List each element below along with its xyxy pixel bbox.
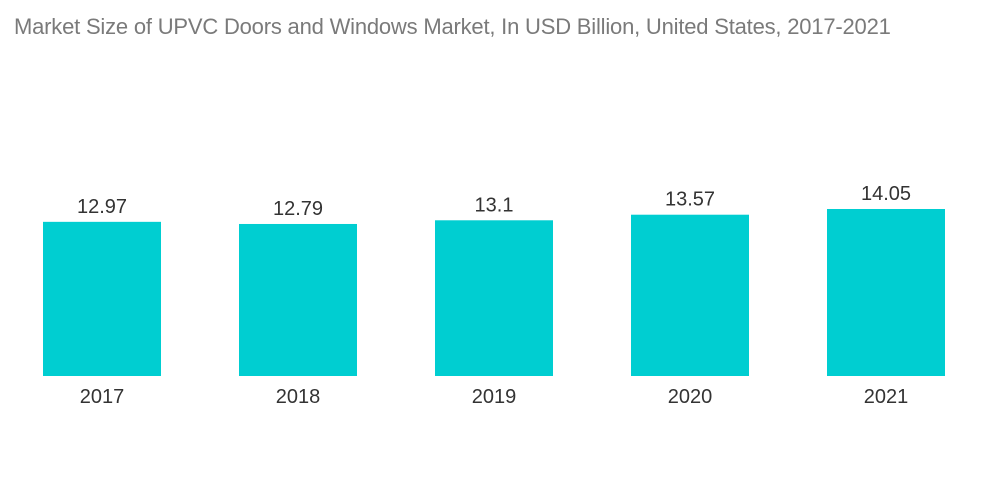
value-label-2021: 14.05 xyxy=(861,183,911,205)
bar-2017 xyxy=(43,221,161,376)
x-tick-label-2020: 2020 xyxy=(668,386,713,408)
chart-title: Market Size of UPVC Doors and Windows Ma… xyxy=(14,14,891,39)
x-tick-label-2018: 2018 xyxy=(276,386,321,408)
value-label-2018: 12.79 xyxy=(273,198,323,220)
value-label-2020: 13.57 xyxy=(665,189,715,211)
x-tick-label-2019: 2019 xyxy=(472,386,517,408)
bar-2021 xyxy=(827,209,945,376)
x-tick-label-2017: 2017 xyxy=(80,386,125,408)
bar-2020 xyxy=(631,214,749,376)
value-label-2017: 12.97 xyxy=(77,196,127,218)
bars-group xyxy=(43,209,945,376)
bar-2018 xyxy=(239,223,357,376)
bar-2019 xyxy=(435,220,553,376)
value-labels-group: 12.97 12.79 13.1 13.57 14.05 xyxy=(77,183,911,220)
value-label-2019: 13.1 xyxy=(475,194,514,216)
x-tick-labels-group: 2017 2018 2019 2020 2021 xyxy=(80,386,909,408)
x-tick-label-2021: 2021 xyxy=(864,386,909,408)
